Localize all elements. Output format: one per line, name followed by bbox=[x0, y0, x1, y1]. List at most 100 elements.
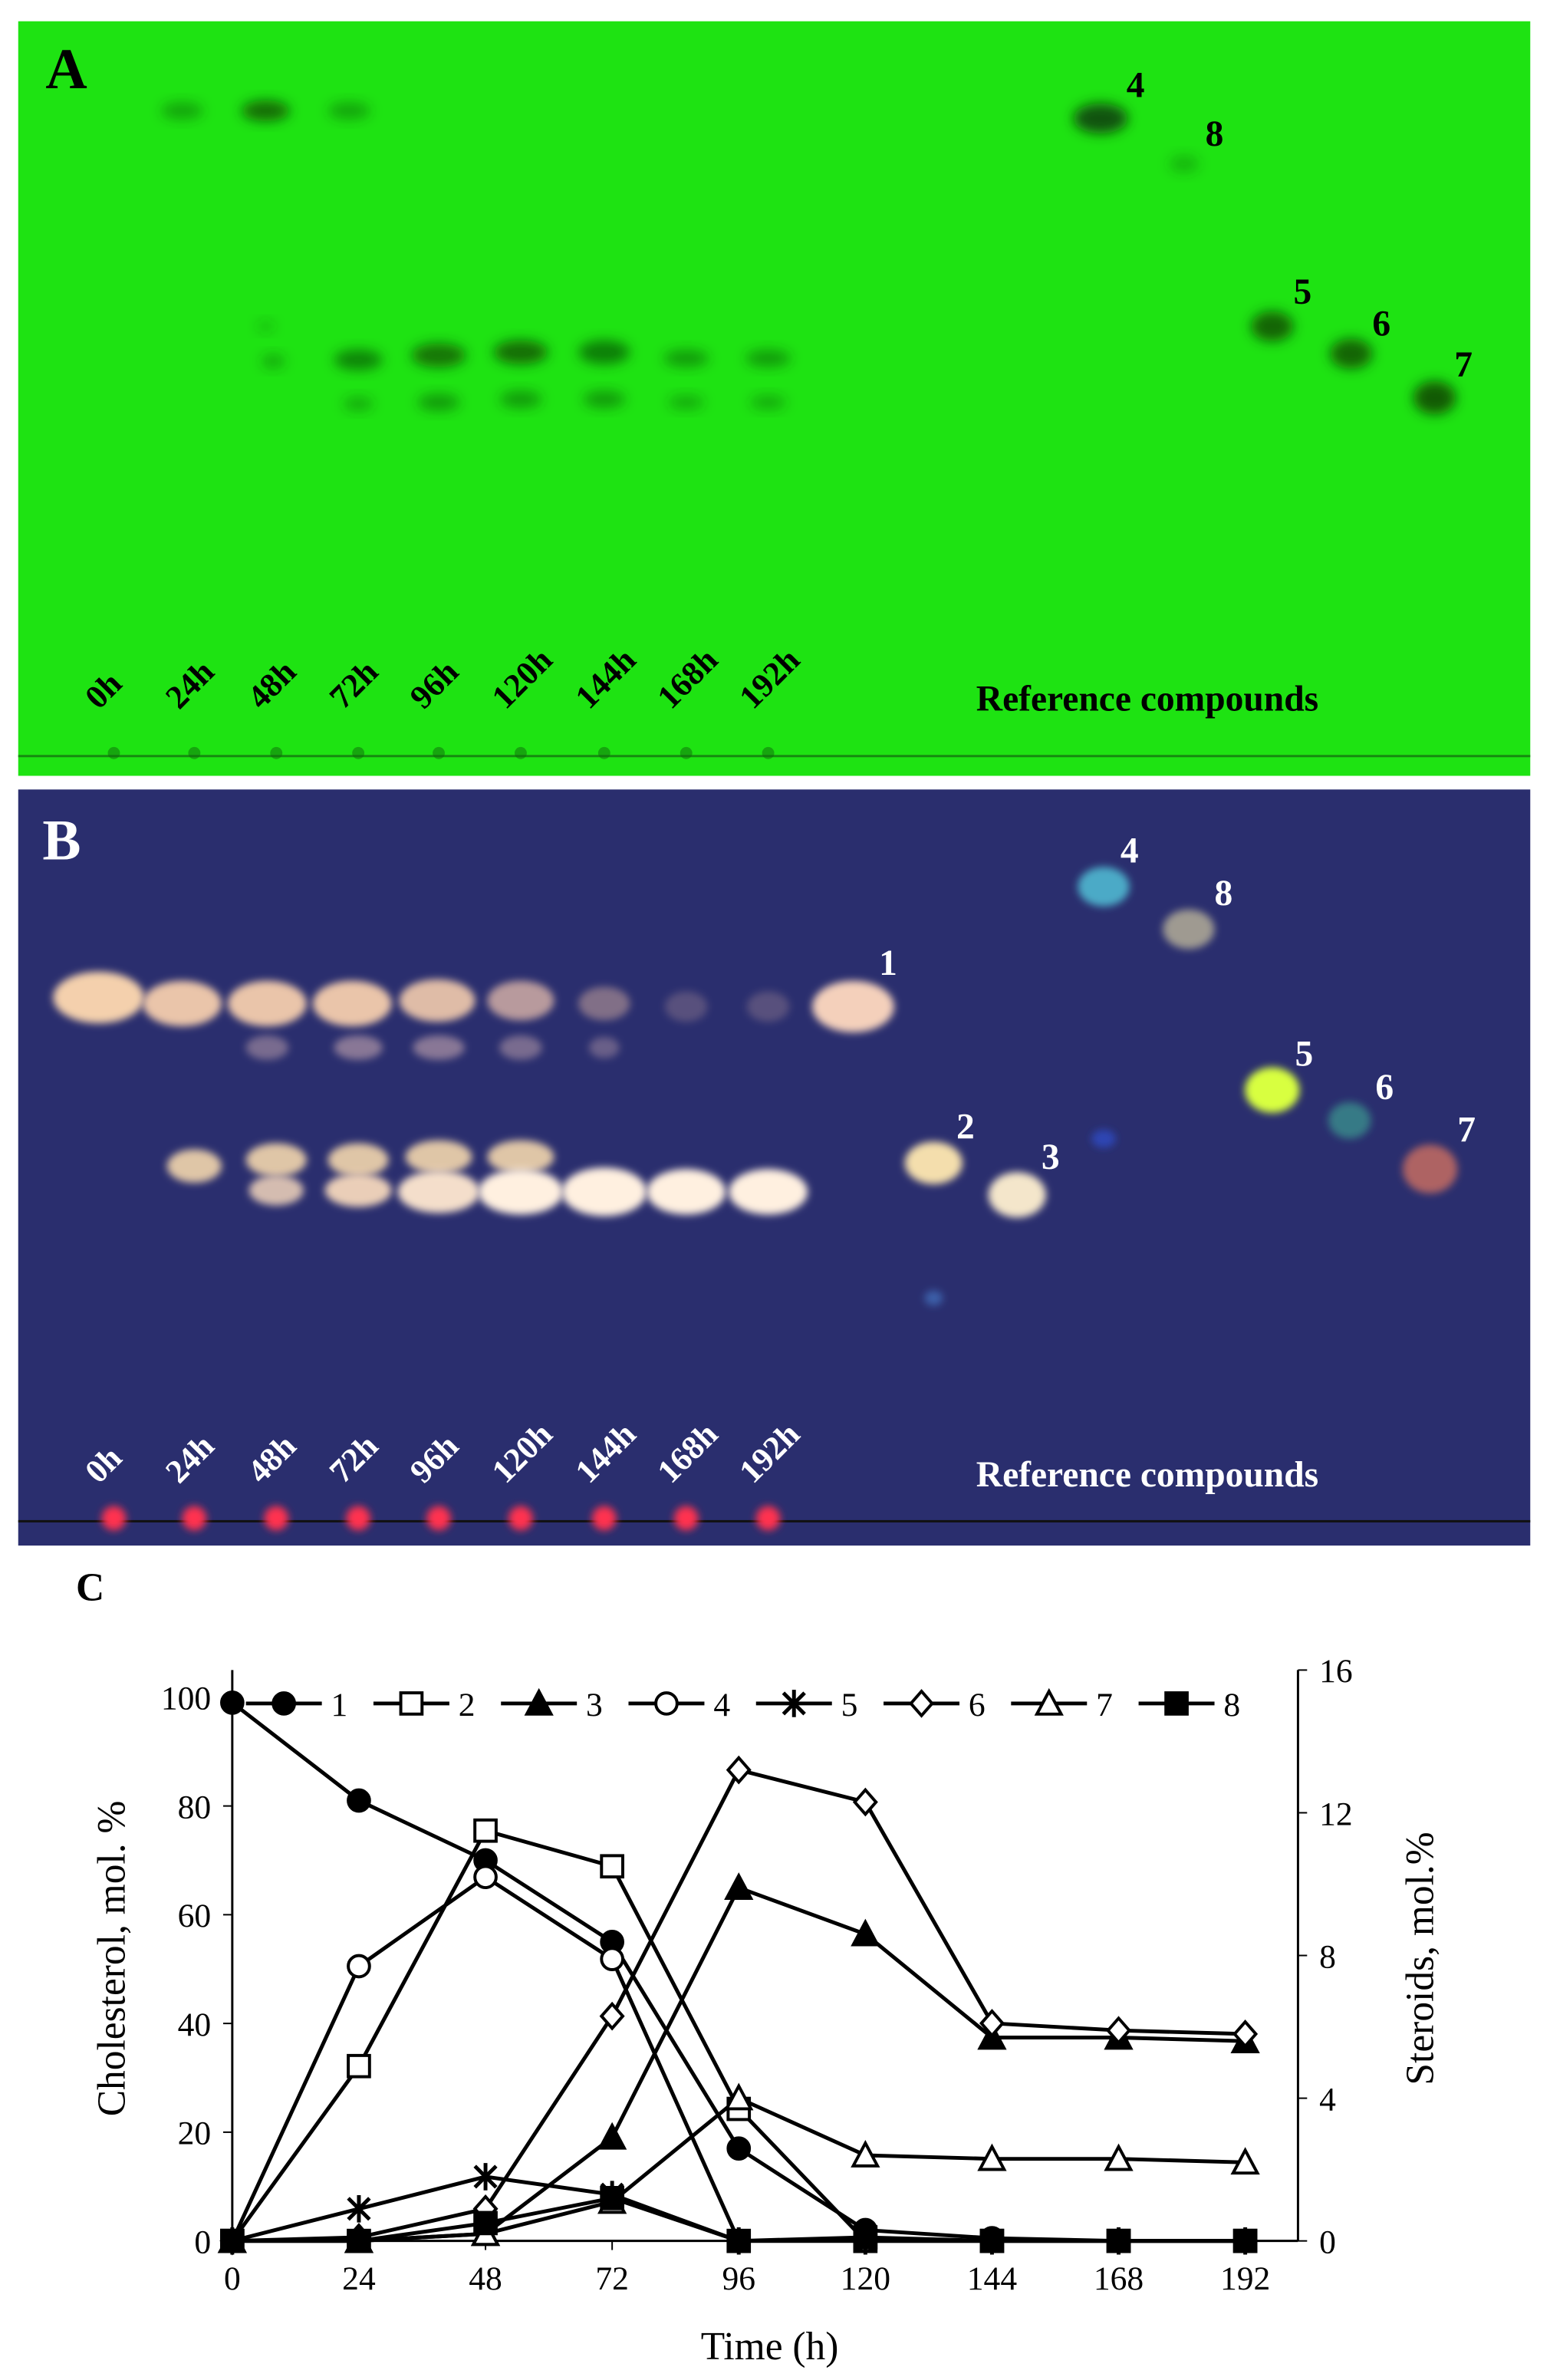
spot bbox=[248, 1175, 304, 1206]
marker bbox=[782, 1690, 806, 1717]
spot-label: 7 bbox=[1454, 345, 1473, 385]
marker bbox=[853, 2225, 878, 2250]
y2-tick-label: 4 bbox=[1319, 2081, 1336, 2118]
series-line bbox=[230, 1875, 1246, 2243]
origin-spot bbox=[762, 746, 775, 759]
y2-tick-label: 16 bbox=[1319, 1653, 1353, 1690]
spot bbox=[578, 340, 630, 365]
legend-label: 1 bbox=[331, 1687, 348, 1723]
origin-spot bbox=[591, 1506, 617, 1531]
series-line bbox=[232, 1767, 1246, 2243]
marker bbox=[473, 1865, 498, 1890]
spot bbox=[487, 980, 555, 1021]
x-tick-label: 96 bbox=[722, 2260, 755, 2297]
marker bbox=[473, 2163, 498, 2191]
marker bbox=[909, 1689, 935, 1718]
spot bbox=[1251, 311, 1294, 342]
marker bbox=[1104, 2143, 1134, 2171]
spots bbox=[53, 100, 1458, 1531]
spot-label: 1 bbox=[879, 943, 897, 983]
marker bbox=[1230, 2147, 1260, 2175]
spot bbox=[1169, 154, 1200, 173]
marker bbox=[347, 1954, 371, 1979]
origin-spot bbox=[188, 746, 201, 759]
origin-spot bbox=[264, 1506, 289, 1531]
spot bbox=[729, 1169, 808, 1215]
x-tick-label: 24 bbox=[342, 2260, 376, 2297]
marker bbox=[724, 2082, 754, 2111]
y2-tick-label: 0 bbox=[1319, 2224, 1336, 2260]
spot-label: 4 bbox=[1127, 66, 1145, 106]
spot bbox=[334, 349, 383, 371]
spot bbox=[1078, 867, 1130, 907]
x-tick-label: 168 bbox=[1094, 2260, 1144, 2297]
marker bbox=[1106, 2016, 1132, 2046]
origin-spot bbox=[101, 1506, 127, 1531]
marker bbox=[271, 1691, 296, 1716]
legend-label: 3 bbox=[586, 1687, 603, 1723]
legend-label: 6 bbox=[969, 1687, 986, 1723]
y-tick-label: 40 bbox=[178, 2006, 212, 2043]
origin-spot bbox=[270, 746, 283, 759]
spot bbox=[1413, 380, 1456, 415]
spot bbox=[241, 100, 291, 122]
spot bbox=[664, 991, 708, 1022]
reference-label: Reference compounds bbox=[976, 679, 1318, 719]
y-tick-label: 80 bbox=[178, 1789, 212, 1825]
marker bbox=[654, 1691, 679, 1716]
spot bbox=[589, 1036, 620, 1058]
x-tick-label: 72 bbox=[595, 2260, 629, 2297]
spot bbox=[1245, 1067, 1300, 1113]
marker bbox=[979, 2228, 1005, 2253]
panel-label: A bbox=[45, 38, 87, 101]
origin-spot bbox=[107, 746, 120, 759]
marker bbox=[726, 1755, 752, 1785]
spot bbox=[405, 1140, 472, 1174]
spot bbox=[478, 1169, 564, 1215]
origin-spot bbox=[673, 1506, 699, 1531]
legend-label: 4 bbox=[713, 1687, 730, 1723]
spot bbox=[487, 1140, 555, 1174]
spot-label: 2 bbox=[956, 1108, 975, 1147]
spot bbox=[749, 394, 787, 410]
y2-axis-title: Steroids, mol.% bbox=[1399, 1832, 1443, 2085]
marker bbox=[524, 1687, 554, 1716]
y-tick-label: 20 bbox=[178, 2115, 212, 2152]
marker bbox=[597, 2122, 627, 2150]
x-tick-label: 120 bbox=[841, 2260, 890, 2297]
spot bbox=[312, 980, 392, 1027]
marker bbox=[851, 2139, 880, 2168]
marker bbox=[347, 2053, 371, 2079]
spot bbox=[245, 1035, 289, 1060]
x-tick-label: 192 bbox=[1220, 2260, 1270, 2297]
y-tick-label: 60 bbox=[178, 1898, 212, 1934]
x-axis-title: Time (h) bbox=[701, 2325, 839, 2368]
legend-label: 8 bbox=[1223, 1687, 1240, 1723]
y-tick-label: 0 bbox=[194, 2224, 211, 2260]
marker bbox=[599, 2001, 625, 2031]
marker bbox=[220, 1690, 245, 1715]
spot bbox=[499, 1035, 542, 1060]
legend-label: 7 bbox=[1096, 1687, 1113, 1723]
origin-spot bbox=[597, 746, 610, 759]
reference-label: Reference compounds bbox=[976, 1455, 1318, 1495]
marker bbox=[347, 1788, 371, 1813]
marker bbox=[852, 1787, 878, 1817]
marker bbox=[399, 1691, 424, 1716]
spot bbox=[324, 1174, 392, 1207]
marker bbox=[977, 2143, 1007, 2171]
spot-label: 3 bbox=[1042, 1137, 1060, 1177]
origin-spot bbox=[508, 1506, 533, 1531]
spot bbox=[1163, 909, 1215, 950]
x-tick-label: 48 bbox=[469, 2260, 502, 2297]
spot bbox=[745, 349, 791, 368]
spot bbox=[647, 1169, 726, 1215]
y2-tick-label: 8 bbox=[1319, 1938, 1336, 1975]
panel-label: B bbox=[42, 808, 81, 872]
legend-label: 5 bbox=[841, 1687, 858, 1723]
spot bbox=[413, 1035, 465, 1060]
marker bbox=[726, 2136, 752, 2161]
marker bbox=[347, 2194, 371, 2223]
marker bbox=[600, 1854, 624, 1879]
marker bbox=[220, 2228, 245, 2253]
